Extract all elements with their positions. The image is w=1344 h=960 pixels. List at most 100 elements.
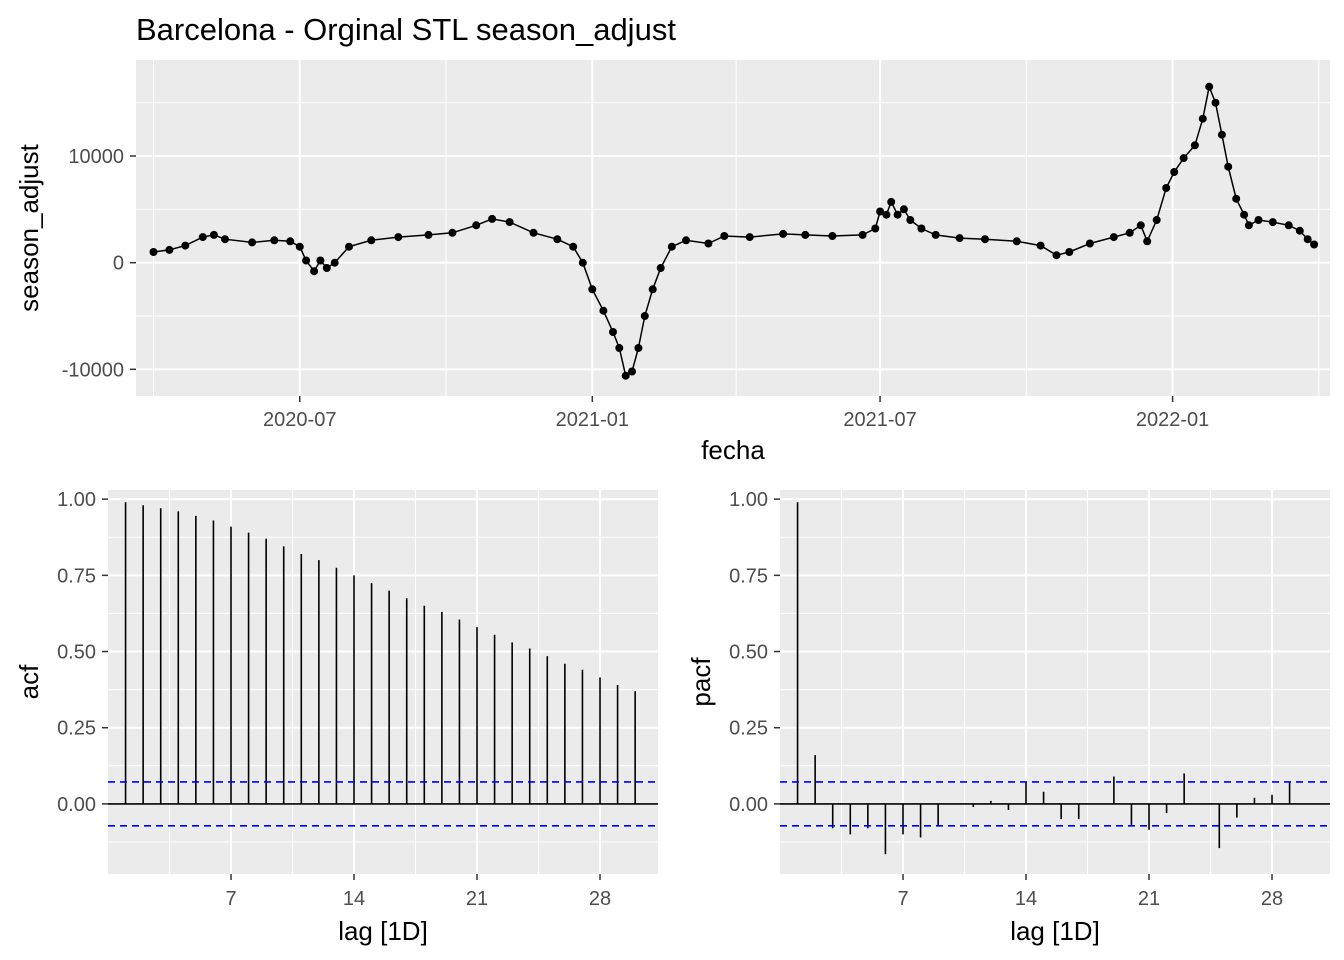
data-point	[621, 371, 630, 380]
data-point	[209, 230, 218, 239]
data-point	[367, 236, 376, 245]
data-point	[529, 228, 538, 237]
data-point	[394, 233, 403, 242]
data-point	[656, 264, 665, 272]
x-tick-label: 2021-01	[556, 409, 629, 431]
data-point	[221, 235, 229, 244]
data-point	[899, 205, 908, 214]
data-point	[472, 221, 481, 230]
pacf-panel-bg	[780, 490, 1330, 874]
pacf-y-axis-title: pacf	[686, 657, 716, 707]
x-tick-label: 2022-01	[1136, 409, 1209, 431]
data-point	[1310, 240, 1319, 249]
x-tick-label: 7	[897, 888, 908, 910]
chart-title: Barcelona - Orginal STL season_adjust	[136, 12, 676, 47]
acf-panel: 7 14 21 28 0.00 0.25 0.50 0.75 1.00 lag [1D] acf	[14, 489, 658, 946]
data-point	[667, 242, 676, 251]
data-point	[578, 258, 587, 267]
y-tick-label: 0	[113, 253, 124, 275]
data-point	[801, 230, 810, 239]
data-point	[1205, 82, 1214, 91]
data-point	[981, 235, 989, 244]
x-tick-label: 28	[1261, 888, 1283, 910]
data-point	[1012, 237, 1021, 246]
data-point	[1109, 233, 1118, 242]
data-point	[1136, 221, 1145, 230]
data-point	[588, 285, 597, 294]
data-point	[876, 207, 885, 216]
x-tick-label: 21	[466, 888, 488, 910]
data-point	[149, 248, 158, 256]
x-tick-label: 7	[225, 888, 236, 910]
data-point	[1295, 226, 1304, 235]
data-point	[424, 230, 433, 239]
data-point	[1085, 239, 1094, 248]
y-tick-label: 0.50	[729, 642, 768, 664]
data-point	[720, 232, 729, 240]
data-point	[1217, 130, 1226, 139]
y-tick-label: 10000	[68, 146, 124, 168]
data-point	[640, 312, 649, 320]
data-point	[198, 233, 207, 242]
data-point	[1170, 168, 1179, 176]
y-tick-label: 1.00	[57, 489, 96, 511]
x-tick-label: 14	[1015, 888, 1037, 910]
data-point	[828, 232, 837, 240]
data-point	[1036, 241, 1045, 250]
data-point	[1211, 98, 1220, 107]
x-tick-label: 2021-07	[843, 409, 916, 431]
pacf-x-axis-title: lag [1D]	[1010, 916, 1100, 946]
data-point	[1240, 210, 1249, 219]
data-point	[615, 344, 624, 352]
y-tick-label: 0.25	[729, 718, 768, 740]
data-point	[858, 230, 867, 239]
data-point	[1179, 154, 1188, 163]
data-point	[248, 238, 257, 247]
data-point	[569, 242, 578, 251]
data-point	[310, 267, 319, 276]
data-point	[906, 216, 915, 224]
data-point	[330, 258, 339, 267]
data-point	[448, 228, 457, 237]
data-point	[634, 344, 643, 352]
data-point	[1125, 228, 1134, 237]
data-point	[704, 239, 713, 248]
data-point	[286, 237, 295, 246]
data-point	[316, 256, 325, 265]
data-point	[1065, 248, 1074, 256]
y-tick-label: 1.00	[729, 489, 768, 511]
y-tick-label: 0.00	[57, 794, 96, 816]
data-point	[893, 210, 902, 219]
data-point	[1232, 194, 1241, 203]
data-point	[1162, 184, 1171, 192]
time-series-ticks: 2020-07 2021-01 2021-07 2022-01 -10000 0 10000	[62, 146, 1210, 431]
time-series-x-axis-title: fecha	[701, 435, 765, 465]
data-point	[682, 236, 691, 245]
data-point	[345, 242, 353, 251]
data-point	[1152, 216, 1161, 224]
x-tick-label: 21	[1138, 888, 1160, 910]
data-point	[628, 367, 636, 376]
data-point	[1284, 221, 1293, 230]
data-point	[931, 230, 940, 239]
y-tick-label: 0.75	[729, 565, 768, 587]
data-point	[165, 245, 174, 254]
data-point	[1198, 114, 1207, 123]
data-point	[609, 328, 617, 336]
data-point	[887, 197, 896, 206]
y-tick-label: 0.25	[57, 718, 96, 740]
data-point	[1268, 218, 1277, 227]
data-point	[553, 235, 562, 244]
data-point	[505, 218, 514, 227]
data-point	[648, 285, 657, 294]
x-tick-label: 28	[589, 888, 611, 910]
data-point	[1254, 216, 1263, 224]
y-tick-label: -10000	[62, 359, 124, 381]
data-point	[955, 234, 964, 243]
data-point	[917, 224, 926, 233]
acf-ticks: 7 14 21 28 0.00 0.25 0.50 0.75 1.00	[57, 489, 611, 910]
y-tick-label: 0.00	[729, 794, 768, 816]
x-tick-label: 14	[343, 888, 365, 910]
data-point	[871, 224, 880, 233]
